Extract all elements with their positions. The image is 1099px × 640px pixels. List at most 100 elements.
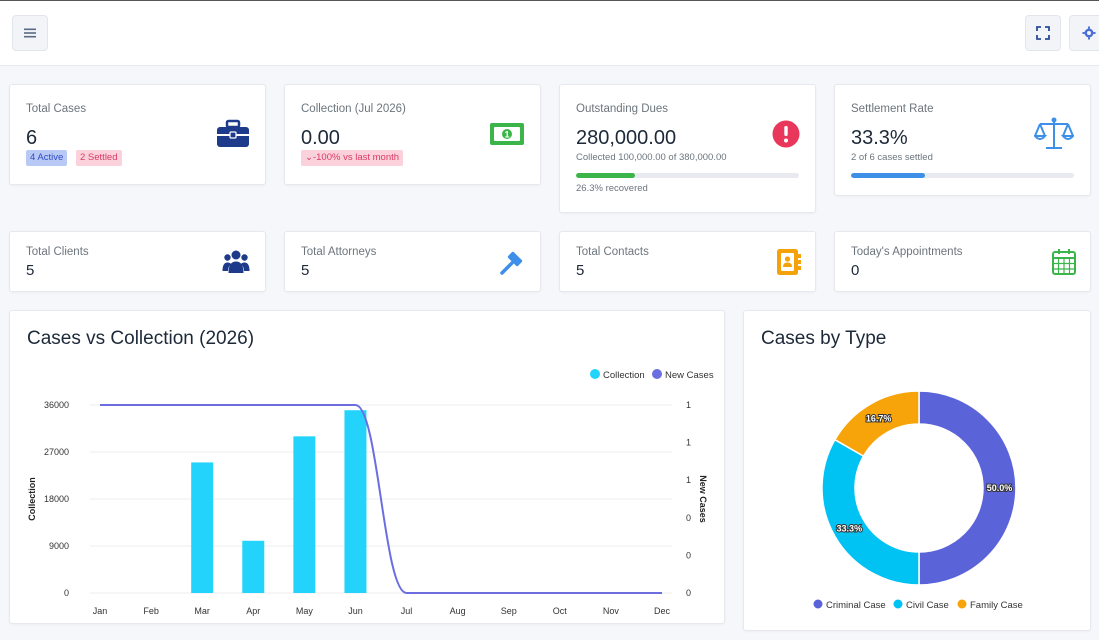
y-tick-label: 0 bbox=[64, 588, 69, 598]
pie-slice bbox=[833, 390, 920, 458]
x-tick-label: Apr bbox=[246, 606, 260, 616]
calendar-icon bbox=[1052, 249, 1076, 275]
settlement-rate-card: Settlement Rate 33.3% 2 of 6 cases settl… bbox=[834, 84, 1091, 196]
recovery-progress-bar bbox=[576, 173, 799, 178]
settlement-progress-bar bbox=[851, 173, 1074, 178]
card-subtitle: Collected 100,000.00 of 380,000.00 bbox=[576, 152, 727, 163]
menu-icon bbox=[24, 28, 36, 38]
x-tick-label: Mar bbox=[194, 606, 210, 616]
y2-tick-label: 1 bbox=[686, 475, 691, 485]
cases-vs-collection-chart: 0 9000 18000 27000 36000 0 0 0 1 1 1 Collection New … bbox=[27, 369, 714, 616]
legend-marker bbox=[957, 599, 967, 609]
collection-bar bbox=[242, 540, 265, 593]
collection-card: Collection (Jul 2026) 0.00 ⌄-100% vs las… bbox=[284, 84, 541, 185]
outstanding-dues-card: Outstanding Dues 280,000.00 Collected 10… bbox=[559, 84, 816, 213]
card-label: Today's Appointments bbox=[851, 246, 963, 258]
x-tick-label: May bbox=[296, 606, 314, 616]
y2-tick-label: 0 bbox=[686, 513, 691, 523]
legend-marker bbox=[893, 599, 903, 609]
cases-vs-collection-card: Cases vs Collection (2026) 0 9000 18000 270… bbox=[9, 310, 725, 624]
card-subtitle: 2 of 6 cases settled bbox=[851, 152, 933, 163]
x-tick-label: Aug bbox=[450, 606, 466, 616]
trend-text: -100% vs last month bbox=[312, 152, 400, 163]
card-label: Collection (Jul 2026) bbox=[301, 103, 406, 115]
y-tick-label: 27000 bbox=[44, 447, 69, 457]
active-badge: 4 Active bbox=[26, 150, 68, 166]
total-contacts-card: Total Contacts 5 bbox=[559, 231, 816, 292]
contacts-icon bbox=[777, 249, 801, 275]
legend-label: Criminal Case bbox=[826, 600, 886, 611]
card-value: 33.3% bbox=[851, 127, 908, 149]
x-tick-label: Dec bbox=[654, 606, 671, 616]
fullscreen-icon bbox=[1036, 26, 1050, 40]
menu-toggle-button[interactable] bbox=[12, 15, 48, 51]
top-bar bbox=[0, 1, 1099, 66]
pie-slice bbox=[821, 438, 920, 586]
card-label: Outstanding Dues bbox=[576, 103, 669, 115]
total-clients-card: Total Clients 5 bbox=[9, 231, 266, 292]
card-label: Total Cases bbox=[26, 103, 87, 115]
card-label: Total Attorneys bbox=[301, 246, 377, 258]
y2-tick-label: 0 bbox=[686, 550, 691, 560]
svg-text:1: 1 bbox=[504, 130, 509, 140]
x-tick-label: Jun bbox=[348, 606, 363, 616]
cases-by-type-chart: 50.0% 33.3% 16.7% Criminal Case Civil Case Fa… bbox=[813, 390, 1023, 611]
progress-label: 26.3% recovered bbox=[576, 183, 648, 194]
new-cases-line bbox=[100, 404, 662, 594]
collection-bar bbox=[344, 410, 367, 593]
x-tick-label: Oct bbox=[553, 606, 568, 616]
trend-badge: ⌄-100% vs last month bbox=[301, 150, 404, 166]
y-tick-label: 18000 bbox=[44, 494, 69, 504]
card-value: 0.00 bbox=[301, 127, 340, 149]
chart-title: Cases by Type bbox=[761, 328, 887, 349]
gavel-icon bbox=[500, 251, 523, 275]
y-tick-label: 36000 bbox=[44, 400, 69, 410]
x-tick-label: Feb bbox=[143, 606, 159, 616]
collection-bar bbox=[191, 462, 214, 593]
alert-icon bbox=[772, 120, 800, 148]
x-tick-label: Nov bbox=[603, 606, 620, 616]
total-cases-card: Total Cases 6 4 Active 2 Settled bbox=[9, 84, 266, 185]
card-label: Total Clients bbox=[26, 246, 89, 258]
card-value: 0 bbox=[851, 262, 860, 279]
y2-axis-title: New Cases bbox=[698, 475, 708, 523]
y2-tick-label: 1 bbox=[686, 400, 691, 410]
card-label: Settlement Rate bbox=[851, 103, 934, 115]
total-attorneys-card: Total Attorneys 5 bbox=[284, 231, 541, 292]
legend-label: Family Case bbox=[970, 600, 1023, 611]
briefcase-icon bbox=[217, 119, 249, 147]
card-value: 5 bbox=[301, 262, 310, 279]
legend-label: Civil Case bbox=[906, 600, 949, 611]
settings-button[interactable] bbox=[1069, 15, 1099, 51]
y-tick-label: 9000 bbox=[49, 541, 69, 551]
pie-slice bbox=[918, 390, 1017, 586]
money-icon: 1 bbox=[490, 123, 524, 145]
x-tick-label: Jan bbox=[93, 606, 108, 616]
users-icon bbox=[222, 250, 250, 273]
data-label: 50.0% bbox=[987, 483, 1013, 493]
chart-title: Cases vs Collection (2026) bbox=[27, 328, 255, 349]
settled-badge: 2 Settled bbox=[76, 150, 122, 166]
collection-bar bbox=[293, 436, 316, 593]
y-axis-title: Collection bbox=[27, 477, 37, 521]
settings-icon bbox=[1082, 26, 1096, 40]
legend-marker bbox=[813, 599, 823, 609]
y2-tick-label: 1 bbox=[686, 438, 691, 448]
scales-icon bbox=[1034, 117, 1074, 149]
chevron-down-icon: ⌄ bbox=[305, 152, 313, 163]
data-label: 16.7% bbox=[866, 413, 892, 423]
legend-marker bbox=[652, 369, 662, 379]
card-value: 5 bbox=[576, 262, 585, 279]
fullscreen-button[interactable] bbox=[1025, 15, 1061, 51]
card-value: 5 bbox=[26, 262, 35, 279]
card-value: 6 bbox=[26, 127, 38, 149]
x-tick-label: Jul bbox=[401, 606, 413, 616]
card-label: Total Contacts bbox=[576, 246, 649, 258]
todays-appointments-card: Today's Appointments 0 bbox=[834, 231, 1091, 292]
legend-label: New Cases bbox=[665, 370, 714, 381]
cases-by-type-card: Cases by Type 50.0% 33.3% 16.7% Criminal Ca… bbox=[743, 310, 1091, 631]
card-value: 280,000.00 bbox=[576, 127, 677, 149]
y2-tick-label: 0 bbox=[686, 588, 691, 598]
data-label: 33.3% bbox=[837, 523, 863, 533]
legend-label: Collection bbox=[603, 370, 645, 381]
